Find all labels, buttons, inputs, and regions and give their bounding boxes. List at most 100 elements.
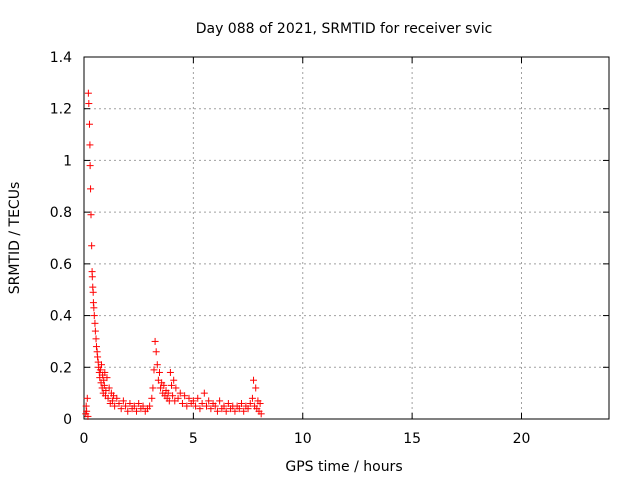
data-point bbox=[83, 407, 91, 415]
x-axis-label: GPS time / hours bbox=[285, 459, 402, 475]
data-point bbox=[164, 389, 172, 397]
data-point bbox=[89, 288, 97, 296]
y-tick-label: 0.4 bbox=[50, 309, 72, 325]
data-point bbox=[189, 397, 197, 405]
data-point bbox=[152, 348, 160, 356]
grid bbox=[84, 57, 609, 419]
data-point bbox=[194, 394, 202, 402]
data-point bbox=[87, 185, 95, 193]
data-point bbox=[83, 394, 91, 402]
x-tick-label: 10 bbox=[294, 431, 312, 447]
data-point bbox=[176, 389, 184, 397]
data-point bbox=[248, 394, 256, 402]
data-point bbox=[84, 412, 92, 420]
data-point bbox=[153, 361, 161, 369]
data-point bbox=[119, 397, 127, 405]
data-point bbox=[90, 312, 98, 320]
data-point bbox=[148, 394, 156, 402]
data-point bbox=[104, 394, 112, 402]
y-tick-label: 0.8 bbox=[50, 205, 72, 221]
y-tick-label: 0.6 bbox=[50, 257, 72, 273]
data-point bbox=[238, 399, 245, 407]
data-point bbox=[240, 407, 248, 415]
data-point bbox=[92, 335, 100, 343]
data-point bbox=[250, 376, 258, 384]
data-point bbox=[207, 405, 215, 413]
data-point bbox=[170, 376, 178, 384]
data-point bbox=[211, 402, 219, 410]
data-point bbox=[192, 402, 200, 410]
data-point bbox=[135, 399, 143, 407]
data-point bbox=[168, 381, 175, 389]
data-point bbox=[166, 368, 174, 376]
data-point bbox=[196, 405, 204, 413]
data-point bbox=[146, 402, 154, 410]
data-point bbox=[181, 392, 189, 400]
axis-ticks: 0 0.2 0.4 0.6 0.8 1 1.2 1.4 0 5 10 15 20 bbox=[50, 50, 609, 447]
data-point bbox=[213, 407, 221, 415]
x-tick-label: 20 bbox=[513, 431, 531, 447]
data-point bbox=[174, 394, 182, 402]
data-point bbox=[91, 327, 99, 335]
data-point bbox=[117, 405, 125, 413]
data-point bbox=[108, 397, 116, 405]
data-point bbox=[222, 407, 230, 415]
data-point bbox=[139, 402, 147, 410]
data-point bbox=[92, 343, 100, 351]
data-point bbox=[98, 361, 105, 369]
data-point bbox=[252, 384, 260, 392]
data-point bbox=[87, 211, 95, 219]
data-point bbox=[88, 242, 96, 250]
data-point bbox=[105, 384, 113, 392]
data-point bbox=[231, 407, 239, 415]
y-axis-label: SRMTID / TECUs bbox=[7, 182, 23, 295]
data-point bbox=[244, 405, 252, 413]
data-point bbox=[235, 405, 243, 413]
data-point bbox=[88, 273, 96, 281]
data-point bbox=[130, 402, 138, 410]
y-tick-label: 0.2 bbox=[50, 360, 72, 376]
chart-title: Day 088 of 2021, SRMTID for receiver svi… bbox=[196, 21, 493, 37]
data-point bbox=[151, 337, 159, 345]
data-point bbox=[256, 399, 264, 407]
data-point bbox=[257, 410, 265, 418]
data-point bbox=[115, 399, 123, 407]
data-point bbox=[246, 399, 254, 407]
data-point bbox=[200, 389, 208, 397]
data-point bbox=[124, 407, 132, 415]
data-point bbox=[169, 392, 177, 400]
data-point bbox=[155, 368, 163, 376]
y-tick-label: 1 bbox=[63, 153, 72, 169]
data-point bbox=[96, 366, 104, 374]
data-point bbox=[149, 384, 157, 392]
data-point bbox=[133, 407, 140, 415]
data-point bbox=[160, 381, 168, 389]
data-point bbox=[113, 394, 121, 402]
x-tick-label: 0 bbox=[80, 431, 89, 447]
y-tick-label: 1.4 bbox=[50, 50, 72, 66]
data-point bbox=[122, 402, 130, 410]
data-point bbox=[172, 384, 180, 392]
data-point bbox=[150, 366, 158, 374]
data-point bbox=[86, 141, 94, 149]
data-point bbox=[91, 319, 99, 327]
data-point bbox=[100, 381, 108, 389]
data-point bbox=[85, 120, 93, 128]
data-point bbox=[220, 402, 228, 410]
data-point bbox=[198, 399, 206, 407]
data-point bbox=[126, 399, 134, 407]
data-point bbox=[94, 353, 102, 361]
data-point bbox=[183, 402, 191, 410]
y-tick-label: 0 bbox=[63, 412, 72, 428]
data-point bbox=[86, 162, 94, 170]
x-tick-label: 15 bbox=[403, 431, 421, 447]
data-point bbox=[103, 374, 111, 382]
data-point bbox=[178, 399, 186, 407]
plot-frame bbox=[83, 56, 610, 420]
y-tick-label: 1.2 bbox=[50, 102, 72, 118]
data-point bbox=[84, 89, 92, 97]
data-point bbox=[101, 368, 109, 376]
data-point bbox=[224, 399, 232, 407]
data-point bbox=[203, 402, 210, 410]
